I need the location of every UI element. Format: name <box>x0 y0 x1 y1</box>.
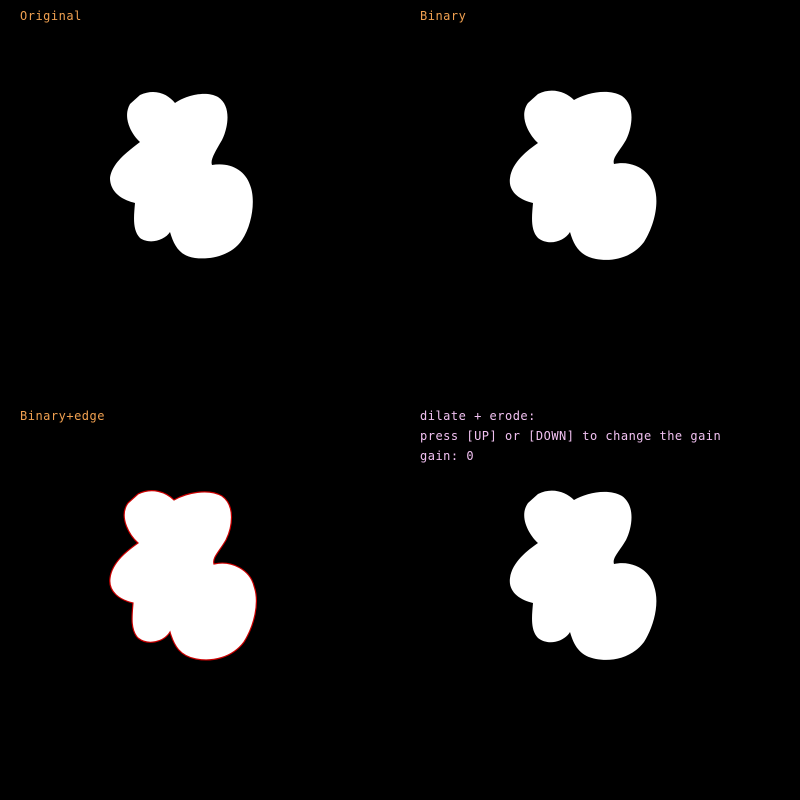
morph-instruction: press [UP] or [DOWN] to change the gain <box>420 429 722 443</box>
morph-title: dilate + erode: <box>420 409 536 423</box>
original-blob <box>110 91 253 259</box>
binary-title: Binary <box>420 9 467 23</box>
gain-readout: gain: 0 <box>420 449 475 463</box>
edge-title: Binary+edge <box>20 409 105 423</box>
edge-panel: Binary+edge <box>0 400 400 800</box>
morph-panel: dilate + erode: press [UP] or [DOWN] to … <box>400 400 800 800</box>
binary-panel: Binary <box>400 0 800 400</box>
original-panel: Original <box>0 0 400 400</box>
original-title: Original <box>20 9 82 23</box>
edge-blob <box>109 490 257 661</box>
morph-blob <box>509 490 657 660</box>
binary-blob <box>509 90 657 260</box>
